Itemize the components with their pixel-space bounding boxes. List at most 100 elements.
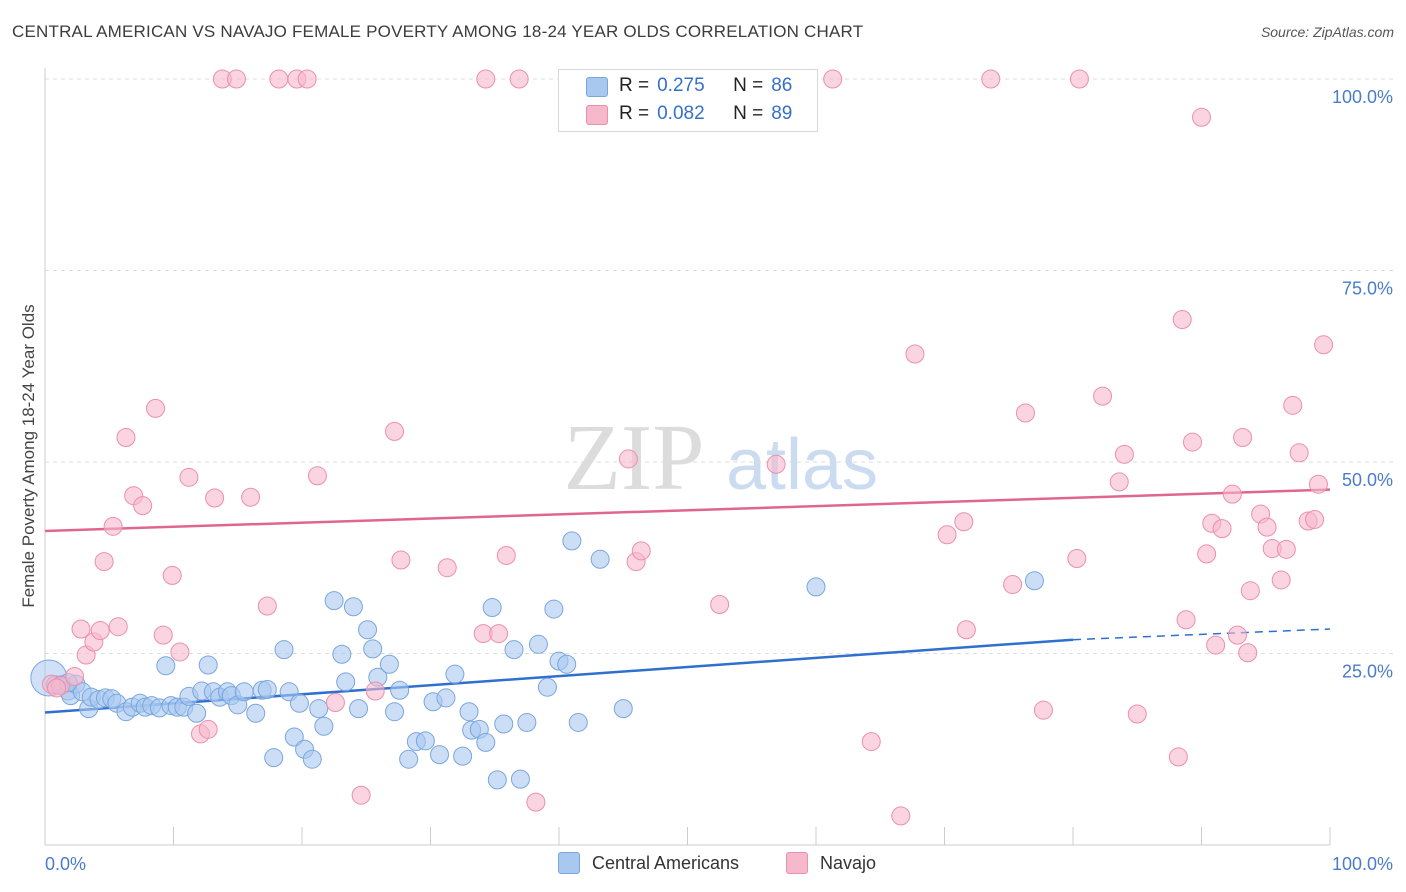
central-americans-point	[487, 770, 507, 790]
navajo-point	[1069, 69, 1089, 89]
navajo-point	[956, 620, 976, 640]
navajo-point	[1033, 700, 1053, 720]
navajo-point	[476, 69, 496, 89]
y-tick-label: 25.0%	[1342, 662, 1393, 682]
bottom-legend-navajo: Navajo	[786, 852, 876, 874]
navajo-point	[981, 69, 1001, 89]
central-americans-point	[568, 712, 588, 732]
y-tick-label: 75.0%	[1342, 279, 1393, 299]
navajo-point	[1197, 544, 1217, 564]
navajo-point	[1109, 472, 1129, 492]
central-americans-point	[476, 732, 496, 752]
navajo-trend-line	[44, 488, 1331, 533]
central-americans-point	[436, 688, 456, 708]
navajo-point	[179, 467, 199, 487]
legend-swatch-pink	[586, 105, 608, 125]
stats-legend: R = 0.275 N = 86 R = 0.082 N = 89	[558, 69, 818, 132]
central-americans-point	[198, 655, 218, 675]
y-axis-label: Female Poverty Among 18-24 Year Olds	[19, 304, 38, 607]
navajo-point	[1257, 517, 1277, 537]
navajo-point	[905, 344, 925, 364]
navajo-point	[257, 596, 277, 616]
central-americans-point	[379, 654, 399, 674]
legend-r-label: R =	[619, 103, 650, 124]
central-americans-point	[537, 677, 557, 697]
navajo-point	[1233, 427, 1253, 447]
navajo-point	[226, 69, 246, 89]
navajo-point	[489, 624, 509, 644]
navajo-point	[1227, 625, 1247, 645]
central-americans-point	[264, 748, 284, 768]
central-americans-point	[590, 549, 610, 569]
navajo-point	[1172, 310, 1192, 330]
central-americans-point	[274, 640, 294, 660]
chart-source: Source: ZipAtlas.com	[1260, 24, 1394, 40]
navajo-point	[823, 69, 843, 89]
central-americans-point	[349, 699, 369, 719]
navajo-point	[1276, 539, 1296, 559]
navajo-point	[1271, 570, 1291, 590]
navajo-point	[1308, 474, 1328, 494]
central-americans-point	[429, 745, 449, 765]
central-americans-point	[1024, 571, 1044, 591]
central-americans-point	[336, 672, 356, 692]
navajo-point	[365, 681, 385, 701]
navajo-point	[1206, 635, 1226, 655]
central-americans-point	[289, 693, 309, 713]
central-americans-point	[246, 703, 266, 723]
navajo-point	[1015, 403, 1035, 423]
central-americans-point	[613, 699, 633, 719]
central-americans-point	[528, 634, 548, 654]
bottom-legend-central-americans: Central Americans	[558, 852, 739, 874]
navajo-point	[618, 449, 638, 469]
navajo-point	[1305, 509, 1325, 529]
navajo-point	[1238, 643, 1258, 663]
central-americans-point	[806, 577, 826, 597]
navajo-point	[509, 69, 529, 89]
bottom-legend-label: Central Americans	[592, 852, 740, 873]
y-tick-label: 50.0%	[1342, 470, 1393, 490]
navajo-point	[241, 487, 261, 507]
central-americans-point	[517, 712, 537, 732]
navajo-point	[391, 550, 411, 570]
central-americans-point	[459, 702, 479, 722]
central-americans-point	[385, 702, 405, 722]
navajo-point	[108, 617, 128, 637]
central-americans-point	[314, 716, 334, 736]
central-americans-point	[494, 714, 514, 734]
navajo-point	[162, 565, 182, 585]
navajo-point	[1003, 575, 1023, 595]
navajo-point	[170, 642, 190, 662]
navajo-point	[496, 545, 516, 565]
navajo-point	[1289, 443, 1309, 463]
navajo-point	[1067, 549, 1087, 569]
central-americans-point	[399, 749, 419, 769]
central-americans-point	[309, 699, 329, 719]
watermark-atlas: atlas	[726, 425, 878, 505]
navajo-point	[198, 719, 218, 739]
navajo-point	[1183, 432, 1203, 452]
central-americans-point	[453, 746, 473, 766]
navajo-point	[1093, 386, 1113, 406]
navajo-point	[269, 69, 289, 89]
navajo-point	[65, 666, 85, 686]
central-americans-point	[343, 597, 363, 617]
navajo-point	[325, 693, 345, 713]
central-americans-point	[156, 656, 176, 676]
navajo-point	[146, 398, 166, 418]
central-americans-point	[557, 654, 577, 674]
legend-n-label: N =	[733, 75, 764, 96]
legend-r-label: R =	[619, 75, 650, 96]
navajo-point	[861, 732, 881, 752]
navajo-point	[297, 69, 317, 89]
central-americans-point	[332, 644, 352, 664]
navajo-point	[205, 488, 225, 508]
navajo-point	[307, 466, 327, 486]
navajo-point	[526, 792, 546, 812]
central-americans-point	[390, 680, 410, 700]
navajo-point	[153, 625, 173, 645]
legend-row-navajo: R = 0.082 N = 89	[586, 102, 792, 126]
navajo-point	[1127, 704, 1147, 724]
navajo-point	[94, 552, 114, 572]
navajo-point	[1283, 395, 1303, 415]
